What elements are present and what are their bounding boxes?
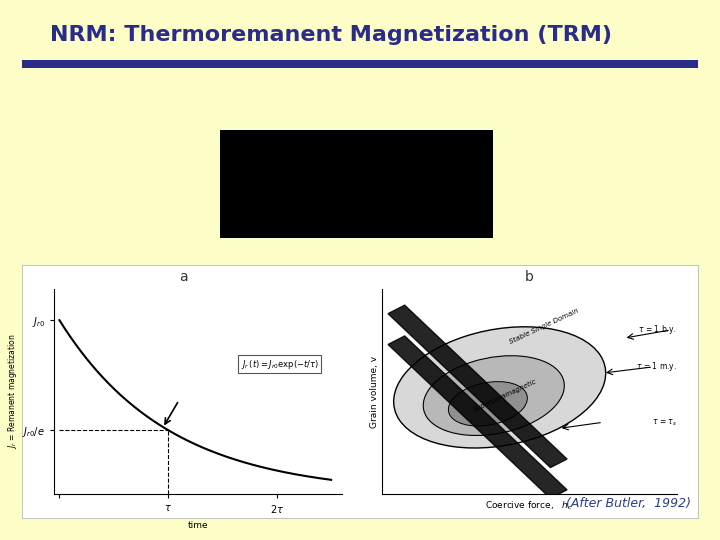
X-axis label: Coercive force,   $h_c$: Coercive force, $h_c$ [485, 500, 573, 512]
X-axis label: time: time [188, 521, 208, 530]
Text: (After Butler,  1992): (After Butler, 1992) [566, 497, 691, 510]
Text: $\tau$ = 1 b.y.: $\tau$ = 1 b.y. [639, 323, 677, 336]
Ellipse shape [423, 356, 564, 435]
Bar [22, 60, 698, 68]
Text: $\tau$ = $\tau_s$: $\tau$ = $\tau_s$ [652, 417, 677, 428]
Y-axis label: Grain volume, v: Grain volume, v [370, 355, 379, 428]
Text: $\tau$ = 1 m.y.: $\tau$ = 1 m.y. [636, 360, 677, 373]
Bar [220, 130, 493, 238]
Ellipse shape [449, 382, 527, 426]
Text: Stable Single Domain: Stable Single Domain [508, 307, 580, 345]
Text: Superparamagnetic: Superparamagnetic [473, 378, 539, 413]
Text: $J_r\,(t) = J_{r0}\exp(-t/\tau)$: $J_r\,(t) = J_{r0}\exp(-t/\tau)$ [240, 358, 319, 371]
Bar [22, 265, 698, 518]
Text: a: a [179, 269, 188, 284]
Ellipse shape [394, 327, 606, 448]
FancyArrow shape [388, 305, 567, 468]
Y-axis label: $J_r$ = Remanent magnetization: $J_r$ = Remanent magnetization [6, 334, 19, 449]
FancyArrow shape [388, 336, 567, 498]
Text: NRM: Thermoremanent Magnetization (TRM): NRM: Thermoremanent Magnetization (TRM) [50, 25, 613, 45]
Text: b: b [525, 269, 534, 284]
